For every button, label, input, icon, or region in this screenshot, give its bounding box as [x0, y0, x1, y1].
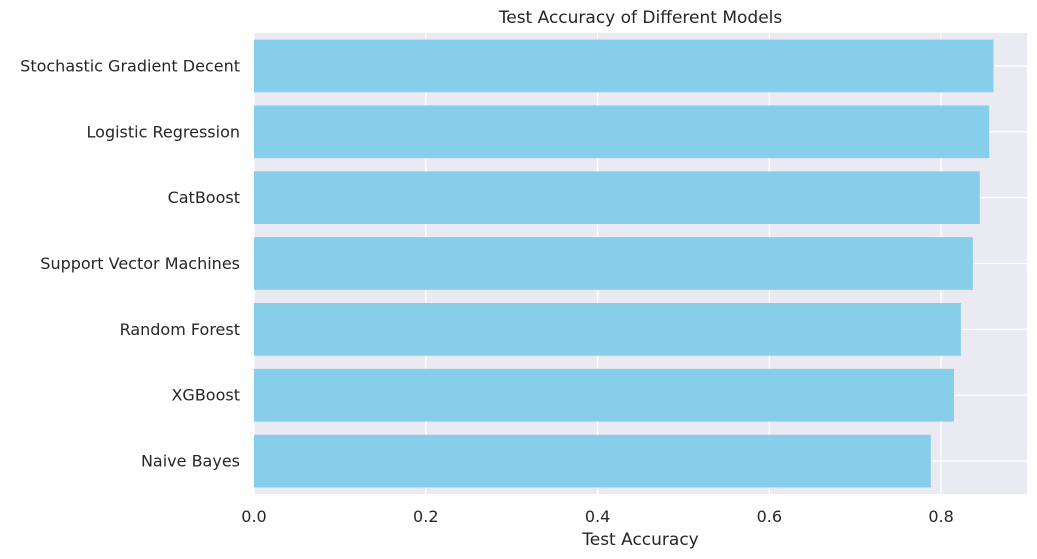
- bar: [254, 171, 980, 224]
- bar: [254, 237, 973, 290]
- y-tick-label: Naive Bayes: [141, 452, 240, 471]
- x-tick-labels: 0.0 0.2 0.4 0.6 0.8: [241, 507, 954, 526]
- y-tick-label: Random Forest: [120, 320, 240, 339]
- bar: [254, 105, 990, 159]
- bar: [254, 434, 931, 488]
- x-tick-label: 0.6: [757, 507, 782, 526]
- y-tick-label: Logistic Regression: [87, 122, 240, 141]
- x-tick-label: 0.2: [413, 507, 438, 526]
- bar: [254, 39, 994, 93]
- bar: [254, 368, 954, 422]
- x-tick-label: 0.0: [241, 507, 266, 526]
- x-tick-label: 0.8: [928, 507, 953, 526]
- bars: [254, 39, 994, 488]
- chart-title: Test Accuracy of Different Models: [498, 8, 783, 28]
- x-tick-label: 0.4: [585, 507, 610, 526]
- y-tick-label: Stochastic Gradient Decent: [20, 56, 240, 75]
- y-tick-label: XGBoost: [171, 386, 240, 405]
- y-tick-label: Support Vector Machines: [40, 254, 240, 273]
- y-tick-labels: Naive Bayes XGBoost Random Forest Support V…: [20, 56, 240, 470]
- bar: [254, 303, 961, 356]
- x-axis-title: Test Accuracy: [581, 530, 699, 550]
- y-tick-label: CatBoost: [168, 188, 240, 207]
